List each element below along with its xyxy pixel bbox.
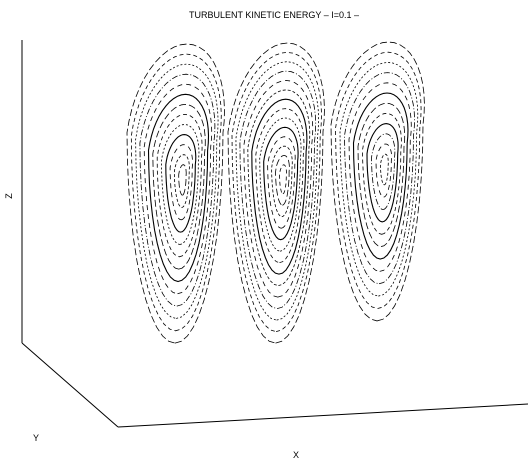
contour-line <box>169 144 194 221</box>
contour-line <box>339 61 419 297</box>
contour-line <box>335 51 422 309</box>
contour-line <box>130 53 222 332</box>
contour-line <box>251 98 308 275</box>
contour-line <box>227 42 325 344</box>
axes <box>21 40 528 428</box>
contour-line <box>259 117 302 252</box>
contour-line <box>247 89 311 287</box>
contour-line <box>352 92 409 260</box>
z-axis-label: Z <box>4 193 14 199</box>
contour-line <box>255 108 305 264</box>
contour-line <box>139 73 216 307</box>
contour-line <box>330 41 425 322</box>
contour-line <box>156 113 203 258</box>
contour-cell-1 <box>126 43 225 344</box>
contour-line <box>235 61 320 321</box>
contour-line <box>371 133 396 210</box>
contour-line <box>152 103 206 270</box>
contour-line <box>231 51 322 333</box>
contour-line <box>375 143 393 198</box>
contour-line <box>174 154 190 208</box>
contour-line <box>271 145 293 218</box>
y-axis-label: Y <box>33 433 39 443</box>
contour-line <box>267 136 296 229</box>
contour-line <box>178 164 187 196</box>
contour-groups <box>126 41 425 344</box>
contour-line <box>243 80 314 298</box>
contour-line <box>147 93 210 283</box>
y-axis-line <box>21 342 119 428</box>
contour-cell-2 <box>227 42 325 344</box>
contour-line <box>126 43 225 344</box>
contour-line <box>143 83 213 295</box>
chart-title: TURBULENT KINETIC ENERGY – I=0.1 – <box>189 10 359 20</box>
contour-line <box>348 82 412 272</box>
contour-line <box>275 155 290 206</box>
contour-line <box>135 63 219 319</box>
contour-line <box>279 164 287 195</box>
contour-line <box>366 123 399 223</box>
contour-line <box>344 72 416 285</box>
contour-line <box>357 102 406 248</box>
contour-line <box>380 153 389 186</box>
x-axis-line <box>117 403 528 428</box>
contour-line <box>263 126 299 241</box>
contour-line <box>165 134 197 233</box>
contour-cell-3 <box>330 41 425 322</box>
contour-line <box>239 70 317 310</box>
x-axis-label: X <box>293 450 299 460</box>
